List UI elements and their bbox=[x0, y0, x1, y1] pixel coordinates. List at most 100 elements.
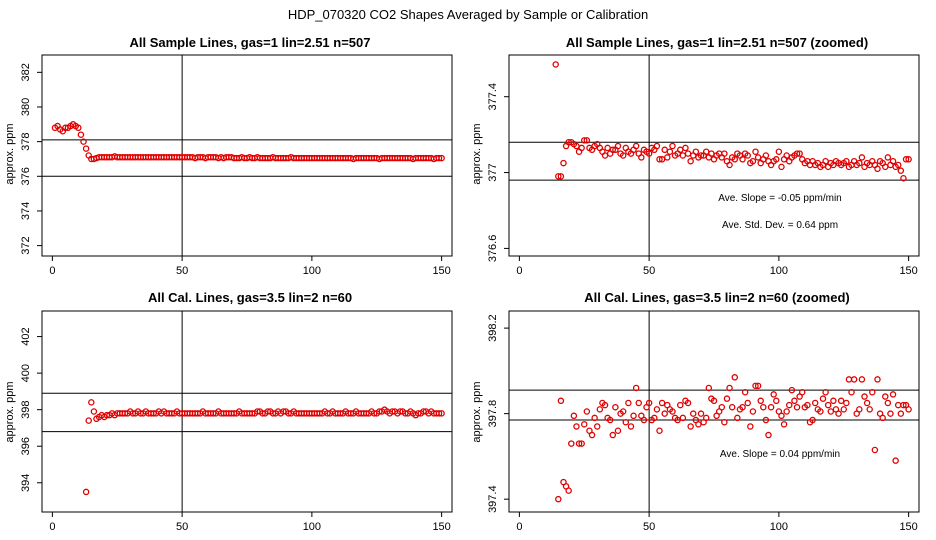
data-point bbox=[664, 154, 671, 161]
data-point bbox=[658, 399, 666, 407]
data-point bbox=[835, 410, 842, 417]
data-point bbox=[874, 165, 881, 173]
data-point bbox=[669, 142, 676, 150]
data-point bbox=[438, 410, 445, 417]
data-point bbox=[726, 161, 733, 169]
annotation: Ave. Std. Dev. = 0.64 ppm bbox=[722, 220, 838, 231]
data-point bbox=[435, 410, 443, 417]
data-point bbox=[684, 150, 692, 157]
figure-suptitle: HDP_070320 CO2 Shapes Averaged by Sample… bbox=[288, 7, 648, 22]
data-point bbox=[897, 167, 905, 174]
data-point bbox=[581, 421, 588, 428]
panel-1: All Sample Lines, gas=1 lin=2.51 n=507 (… bbox=[471, 35, 920, 277]
y-tick-label: 376 bbox=[20, 167, 32, 185]
data-point bbox=[82, 488, 90, 496]
data-point bbox=[721, 150, 728, 157]
x-tick-label: 100 bbox=[770, 265, 788, 277]
data-point bbox=[77, 131, 85, 138]
y-tick-label: 398 bbox=[20, 400, 32, 418]
data-point bbox=[780, 421, 788, 428]
data-point bbox=[614, 427, 622, 434]
x-tick-label: 50 bbox=[176, 521, 188, 533]
data-point bbox=[767, 403, 775, 411]
data-point bbox=[856, 406, 863, 413]
data-point bbox=[791, 397, 798, 405]
data-point bbox=[653, 406, 661, 413]
data-point bbox=[822, 157, 829, 165]
data-point bbox=[793, 150, 801, 157]
data-point bbox=[557, 173, 565, 180]
data-point bbox=[438, 154, 445, 162]
data-point bbox=[850, 376, 858, 383]
data-series bbox=[82, 399, 445, 496]
data-point bbox=[848, 389, 855, 396]
data-point bbox=[726, 384, 733, 392]
data-point bbox=[900, 175, 907, 182]
data-point bbox=[778, 412, 785, 420]
data-point bbox=[573, 423, 580, 430]
data-point bbox=[705, 384, 713, 392]
data-point bbox=[858, 154, 866, 161]
data-point bbox=[783, 152, 790, 159]
data-point bbox=[874, 376, 881, 383]
data-point bbox=[588, 431, 596, 439]
x-tick-label: 0 bbox=[516, 265, 522, 277]
x-tick-label: 100 bbox=[770, 521, 788, 533]
data-point bbox=[85, 417, 92, 424]
data-point bbox=[775, 148, 783, 155]
data-point bbox=[674, 416, 681, 424]
data-point bbox=[710, 397, 718, 405]
data-point bbox=[687, 423, 694, 430]
x-tick-label: 0 bbox=[516, 521, 522, 533]
data-point bbox=[625, 399, 632, 407]
data-point bbox=[796, 150, 803, 157]
data-point bbox=[824, 401, 832, 409]
data-point bbox=[697, 152, 705, 159]
data-point bbox=[858, 376, 866, 383]
data-point bbox=[905, 406, 912, 413]
data-point bbox=[778, 163, 785, 171]
data-point bbox=[866, 406, 873, 413]
data-point bbox=[900, 401, 907, 409]
data-point bbox=[568, 440, 575, 447]
data-point bbox=[843, 157, 850, 165]
data-point bbox=[638, 154, 645, 161]
data-point bbox=[702, 148, 710, 155]
data-point bbox=[75, 124, 82, 132]
x-tick-label: 0 bbox=[49, 265, 55, 277]
data-point bbox=[897, 410, 905, 417]
y-tick-label: 374 bbox=[20, 202, 32, 220]
plot-frame bbox=[41, 310, 453, 513]
y-tick-label: 372 bbox=[20, 236, 32, 254]
data-point bbox=[88, 399, 95, 406]
data-point bbox=[861, 393, 868, 400]
data-point bbox=[632, 142, 640, 150]
data-point bbox=[645, 399, 653, 407]
data-point bbox=[718, 403, 726, 411]
y-tick-label: 397.8 bbox=[487, 400, 499, 428]
data-point bbox=[830, 397, 837, 405]
data-point bbox=[749, 157, 757, 165]
data-point bbox=[661, 146, 668, 154]
data-point bbox=[754, 382, 762, 390]
data-point bbox=[739, 156, 746, 163]
data-point bbox=[708, 150, 715, 157]
data-point bbox=[697, 410, 705, 417]
data-point bbox=[632, 384, 640, 392]
data-point bbox=[596, 406, 604, 413]
data-point bbox=[882, 393, 889, 400]
data-point bbox=[809, 416, 816, 424]
data-point bbox=[622, 418, 630, 426]
data-point bbox=[653, 142, 661, 150]
data-point bbox=[734, 414, 741, 422]
data-point bbox=[793, 403, 801, 411]
data-point bbox=[788, 386, 796, 394]
data-point bbox=[760, 403, 767, 411]
data-point bbox=[783, 408, 790, 415]
data-point bbox=[677, 146, 684, 154]
data-point bbox=[578, 440, 585, 447]
data-point bbox=[892, 457, 899, 464]
panel-1-ylabel: approx. ppm bbox=[471, 123, 483, 184]
y-tick-label: 376.6 bbox=[487, 235, 499, 263]
data-point bbox=[575, 440, 583, 447]
